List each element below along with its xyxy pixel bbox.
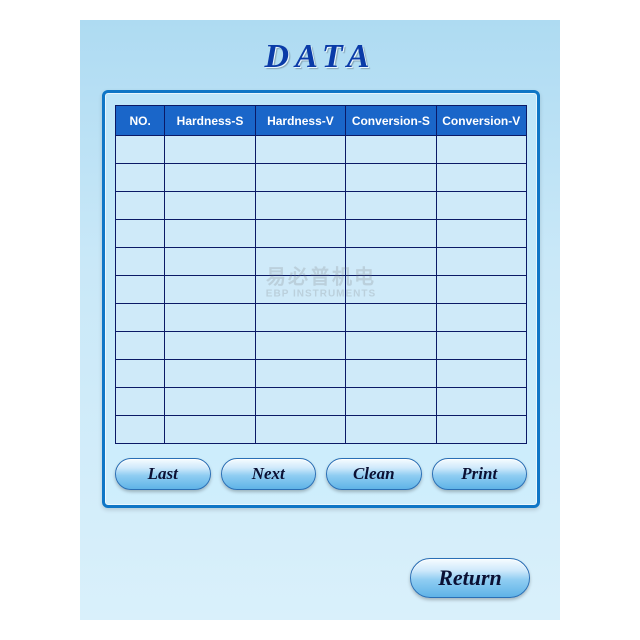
table-cell	[436, 276, 526, 304]
table-row	[116, 220, 527, 248]
table-row	[116, 248, 527, 276]
table-cell	[346, 192, 436, 220]
table-cell	[116, 304, 165, 332]
device-screen: DATA 易必普机电 EBP INSTRUMENTS NO. Hardness-…	[80, 20, 560, 620]
table-cell	[346, 416, 436, 444]
return-button[interactable]: Return	[410, 558, 530, 598]
table-cell	[436, 248, 526, 276]
return-wrap: Return	[410, 558, 530, 598]
clean-button[interactable]: Clean	[326, 458, 422, 490]
table-cell	[255, 388, 345, 416]
next-button[interactable]: Next	[221, 458, 317, 490]
data-table: NO. Hardness-S Hardness-V Conversion-S C…	[115, 105, 527, 444]
data-panel: 易必普机电 EBP INSTRUMENTS NO. Hardness-S Har…	[102, 90, 540, 508]
col-header-hardness-v: Hardness-V	[255, 106, 345, 136]
table-body	[116, 136, 527, 444]
table-header-row: NO. Hardness-S Hardness-V Conversion-S C…	[116, 106, 527, 136]
table-cell	[346, 332, 436, 360]
table-cell	[255, 276, 345, 304]
table-cell	[116, 388, 165, 416]
table-cell	[165, 388, 255, 416]
table-cell	[116, 332, 165, 360]
table-cell	[165, 304, 255, 332]
col-header-conversion-v: Conversion-V	[436, 106, 526, 136]
table-cell	[346, 136, 436, 164]
table-row	[116, 192, 527, 220]
table-cell	[165, 276, 255, 304]
table-cell	[436, 136, 526, 164]
table-row	[116, 332, 527, 360]
table-cell	[255, 304, 345, 332]
table-cell	[436, 220, 526, 248]
table-cell	[116, 248, 165, 276]
table-cell	[165, 164, 255, 192]
table-cell	[436, 360, 526, 388]
table-cell	[436, 388, 526, 416]
table-cell	[346, 388, 436, 416]
table-row	[116, 360, 527, 388]
table-cell	[165, 416, 255, 444]
col-header-no: NO.	[116, 106, 165, 136]
table-cell	[436, 192, 526, 220]
table-cell	[116, 416, 165, 444]
table-cell	[255, 164, 345, 192]
table-cell	[116, 220, 165, 248]
col-header-conversion-s: Conversion-S	[346, 106, 436, 136]
print-button[interactable]: Print	[432, 458, 528, 490]
table-cell	[436, 416, 526, 444]
table-cell	[346, 276, 436, 304]
table-cell	[255, 248, 345, 276]
table-row	[116, 416, 527, 444]
table-cell	[346, 360, 436, 388]
table-cell	[436, 332, 526, 360]
table-cell	[436, 164, 526, 192]
table-cell	[346, 164, 436, 192]
table-cell	[116, 360, 165, 388]
table-cell	[165, 220, 255, 248]
table-cell	[255, 332, 345, 360]
table-cell	[346, 248, 436, 276]
table-cell	[255, 136, 345, 164]
table-cell	[255, 360, 345, 388]
table-row	[116, 136, 527, 164]
table-cell	[165, 192, 255, 220]
table-cell	[255, 192, 345, 220]
table-cell	[165, 136, 255, 164]
col-header-hardness-s: Hardness-S	[165, 106, 255, 136]
table-row	[116, 276, 527, 304]
table-cell	[255, 220, 345, 248]
table-cell	[255, 416, 345, 444]
last-button[interactable]: Last	[115, 458, 211, 490]
table-cell	[116, 192, 165, 220]
table-cell	[165, 360, 255, 388]
page-title: DATA	[102, 38, 538, 76]
table-cell	[165, 332, 255, 360]
table-cell	[116, 164, 165, 192]
table-cell	[116, 276, 165, 304]
table-cell	[165, 248, 255, 276]
table-cell	[436, 304, 526, 332]
table-row	[116, 164, 527, 192]
table-cell	[116, 136, 165, 164]
button-row: Last Next Clean Print	[115, 458, 527, 490]
table-cell	[346, 220, 436, 248]
table-cell	[346, 304, 436, 332]
table-row	[116, 388, 527, 416]
table-row	[116, 304, 527, 332]
